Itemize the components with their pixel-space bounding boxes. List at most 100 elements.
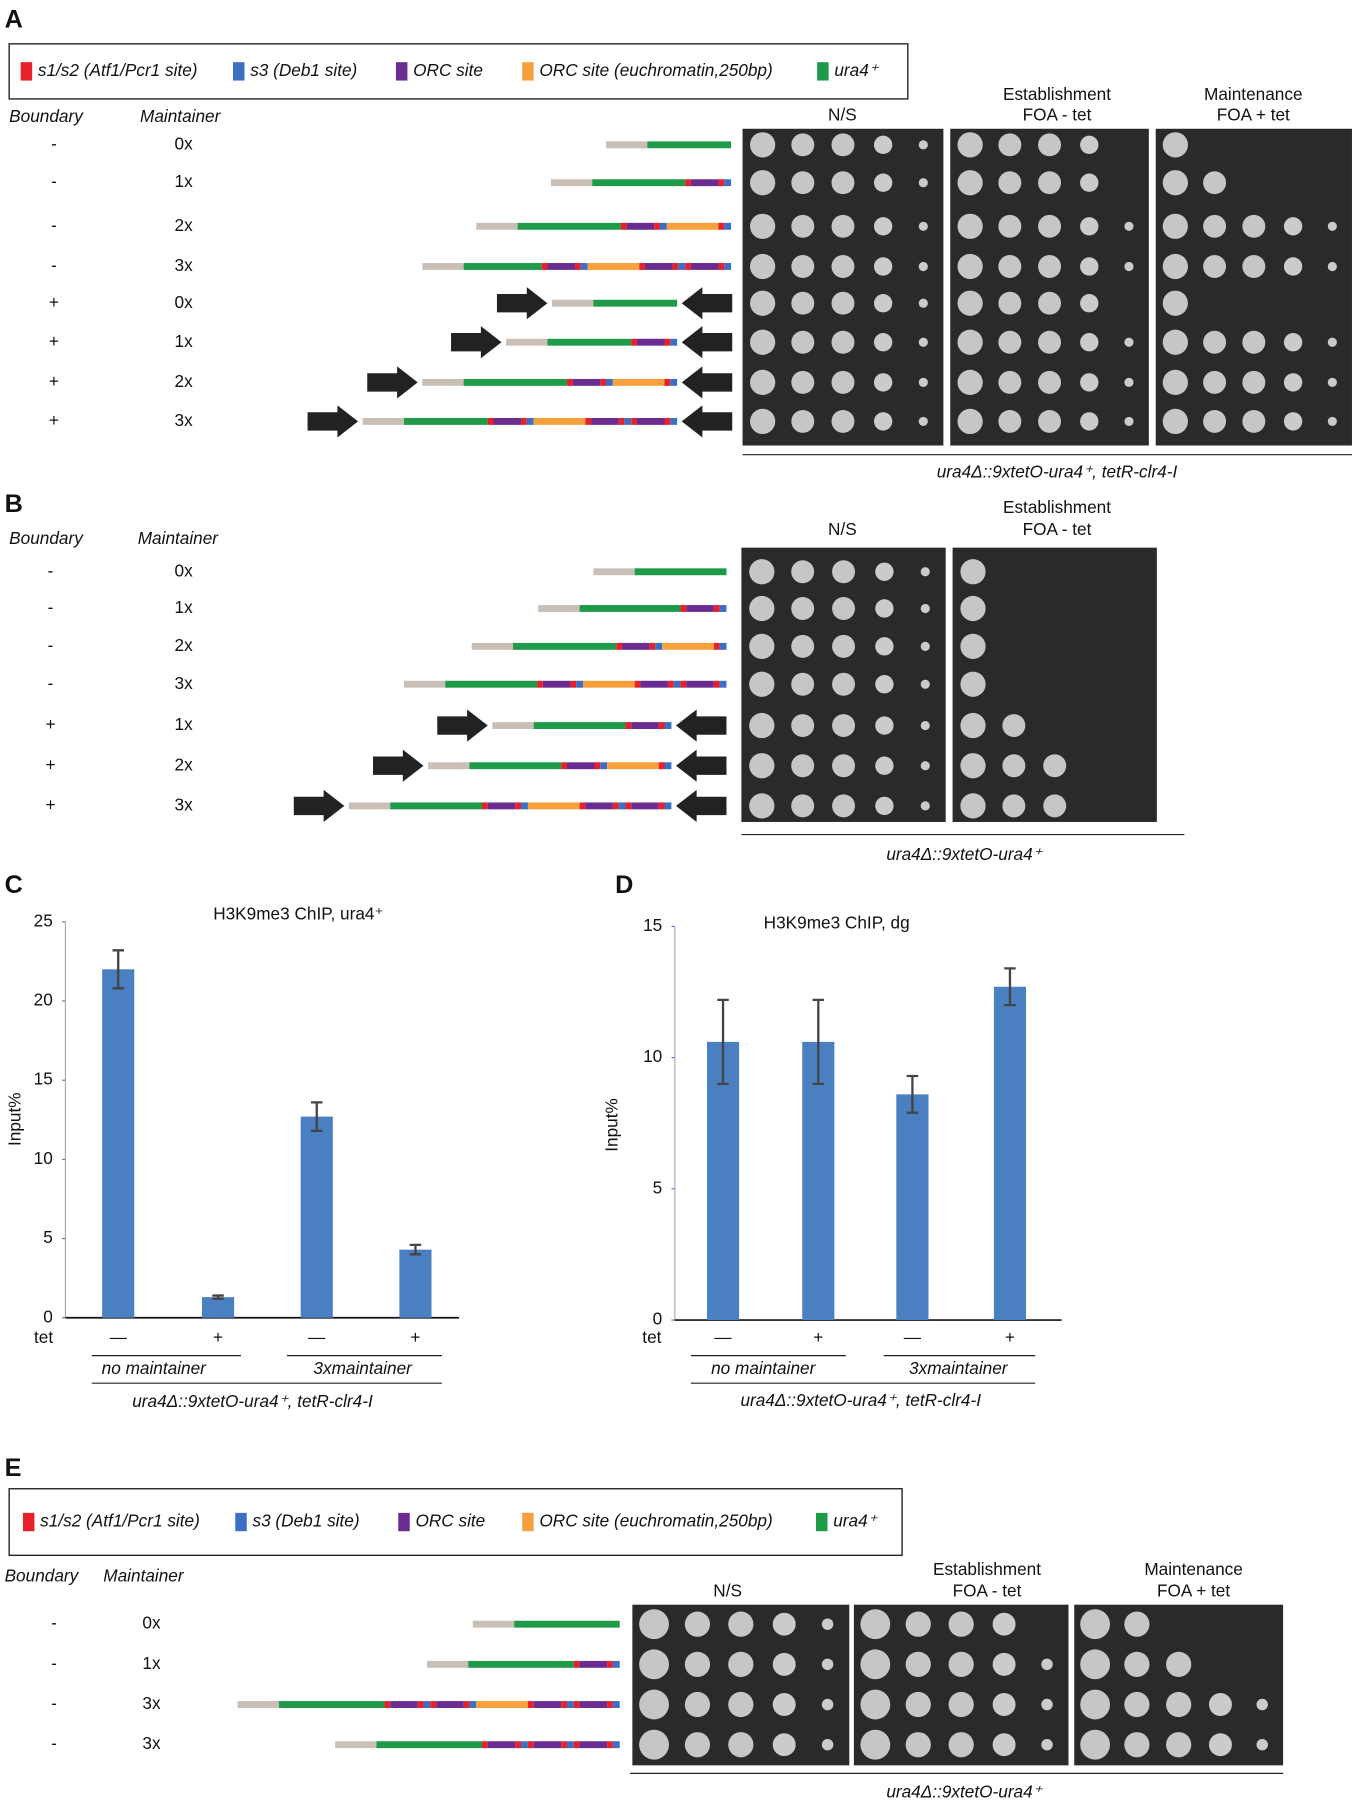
maintainer-value: 3x xyxy=(175,673,194,693)
colony-spot xyxy=(873,333,893,352)
x-tick-label: + xyxy=(213,1327,223,1347)
construct-site xyxy=(680,605,687,612)
colony-spot xyxy=(684,1691,711,1718)
y-tick-label: 25 xyxy=(34,910,53,930)
construct-site xyxy=(685,263,691,270)
construct-site xyxy=(469,1701,477,1708)
legend-swatch xyxy=(235,1512,247,1532)
construct-spacer xyxy=(335,1741,377,1749)
construct-spacer xyxy=(472,1620,515,1628)
group-label: no maintainer xyxy=(102,1358,208,1378)
construct-spacer xyxy=(428,762,470,770)
colony-spot xyxy=(1080,217,1099,236)
construct-site xyxy=(390,1701,418,1708)
colony-spot xyxy=(1242,214,1266,238)
colony-spot xyxy=(957,170,983,196)
colony-spot xyxy=(639,1689,669,1720)
legend-label: s1/s2 (Atf1/Pcr1 site) xyxy=(40,1511,200,1531)
construct-site xyxy=(666,222,719,230)
x-tick-label: — xyxy=(714,1327,732,1347)
colony-spot xyxy=(1124,377,1134,387)
construct-site xyxy=(670,338,678,346)
colony-spot xyxy=(920,801,930,811)
colony-spot xyxy=(772,1733,796,1757)
construct-spacer xyxy=(426,1660,469,1668)
boundary-value: - xyxy=(51,1733,57,1753)
colony-spot xyxy=(1038,330,1062,354)
boundary-arrow xyxy=(675,789,727,822)
construct-site xyxy=(649,642,656,650)
plate-header: Establishment xyxy=(933,1559,1041,1579)
colony-spot xyxy=(918,416,928,427)
construct-site xyxy=(718,263,725,270)
construct-site xyxy=(631,338,637,346)
construct-site xyxy=(625,722,632,729)
construct-site xyxy=(533,1741,562,1749)
colony-spot xyxy=(749,712,775,739)
colony-spot xyxy=(1162,329,1188,355)
header-maintainer: Maintainer xyxy=(140,106,222,126)
header-maintainer: Maintainer xyxy=(138,528,220,548)
colony-spot xyxy=(832,634,856,658)
maintainer-value: 2x xyxy=(175,371,194,391)
colony-spot xyxy=(998,214,1022,238)
colony-spot xyxy=(684,1732,711,1758)
colony-spot xyxy=(1124,261,1134,272)
colony-spot xyxy=(1327,377,1337,387)
colony-spot xyxy=(1166,1651,1192,1677)
boundary-value: + xyxy=(49,331,59,351)
colony-spot xyxy=(918,140,928,150)
construct-site xyxy=(718,179,725,187)
construct-site xyxy=(526,417,534,425)
colony-spot xyxy=(791,133,815,157)
y-tick-label: 20 xyxy=(34,990,53,1010)
panel-label: B xyxy=(5,490,23,518)
chart-title: H3K9me3 ChIP, ura4⁺ xyxy=(213,903,383,923)
construct-site xyxy=(664,378,671,386)
boundary-arrow xyxy=(437,709,488,742)
colony-spot xyxy=(1080,257,1099,276)
construct-site xyxy=(533,417,586,425)
chart-title: H3K9me3 ChIP, dg xyxy=(764,913,910,933)
colony-spot xyxy=(860,1649,891,1680)
group-label: no maintainer xyxy=(711,1358,817,1378)
colony-spot xyxy=(1162,132,1188,158)
colony-spot xyxy=(948,1691,974,1718)
colony-spot xyxy=(1080,135,1099,155)
colony-spot xyxy=(831,171,855,195)
construct-site xyxy=(607,1660,613,1668)
plate-header: Establishment xyxy=(1003,84,1111,104)
colony-spot xyxy=(750,290,776,316)
construct-spacer xyxy=(605,141,648,149)
colony-spot xyxy=(905,1691,931,1718)
construct-site xyxy=(719,680,727,688)
maintainer-value: 1x xyxy=(142,1653,161,1673)
x-tick-label: + xyxy=(1005,1327,1015,1347)
construct-site xyxy=(636,338,665,346)
construct-site xyxy=(574,263,581,270)
construct-site xyxy=(670,417,678,425)
error-bar xyxy=(311,1101,323,1133)
construct-site xyxy=(579,1741,608,1749)
construct-site xyxy=(566,1741,574,1749)
colony-spot xyxy=(873,257,893,276)
construct-site xyxy=(724,222,732,230)
colony-spot xyxy=(791,754,815,778)
plate-header: Maintenance xyxy=(1204,84,1303,104)
colony-spot xyxy=(791,597,815,620)
colony-spot xyxy=(1327,416,1337,427)
panel-label: C xyxy=(5,871,23,899)
construct-site xyxy=(658,762,665,770)
header-boundary: Boundary xyxy=(5,1566,80,1586)
construct-site xyxy=(607,1741,613,1749)
error-bar xyxy=(112,949,124,990)
construct-site xyxy=(625,802,632,810)
colony-spot xyxy=(1080,294,1099,313)
colony-spot xyxy=(873,412,893,431)
colony-spot xyxy=(1162,170,1188,196)
boundary-arrow xyxy=(681,366,733,399)
bar xyxy=(706,1041,740,1321)
colony-spot xyxy=(639,1609,669,1640)
colony-spot xyxy=(821,1698,834,1711)
boundary-arrow xyxy=(293,789,345,822)
